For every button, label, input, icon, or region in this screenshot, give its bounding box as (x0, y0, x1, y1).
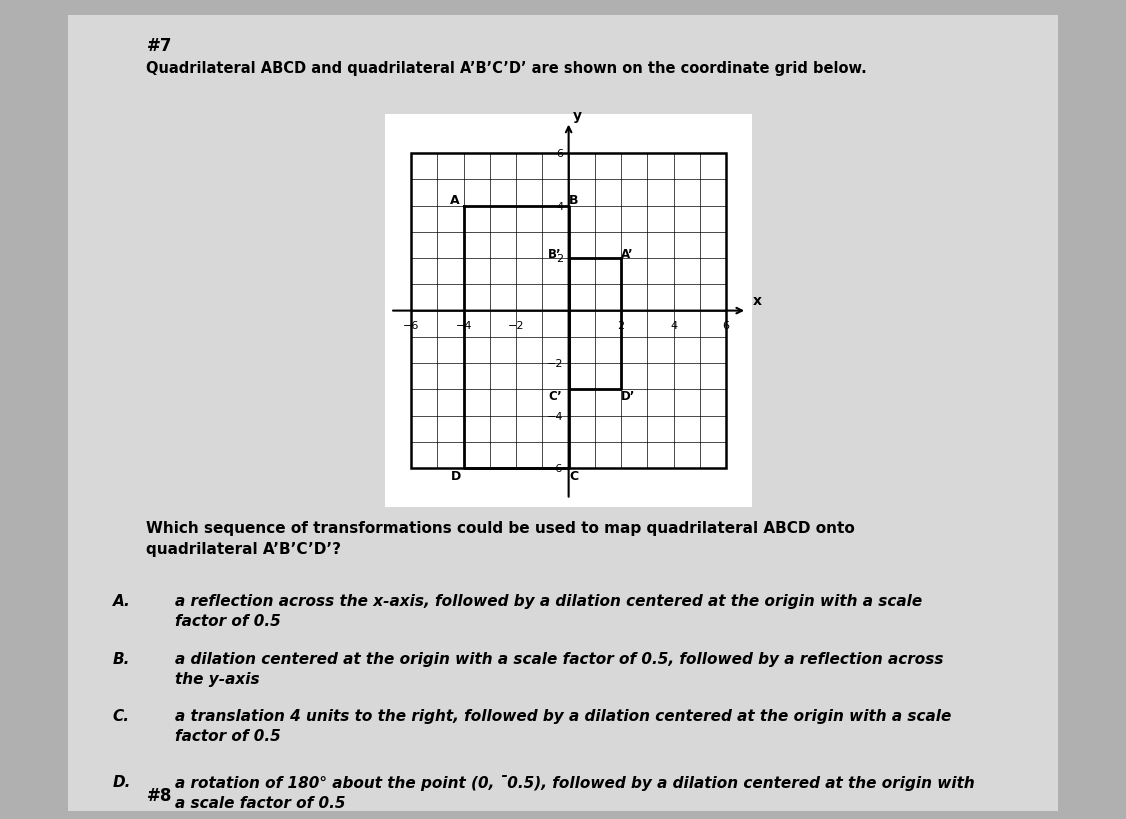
Text: −2: −2 (547, 359, 563, 369)
Text: C: C (570, 470, 579, 483)
Text: #8: #8 (146, 786, 172, 804)
Text: B: B (569, 193, 579, 206)
Text: A.: A. (113, 594, 131, 609)
Text: A: A (449, 193, 459, 206)
Bar (411, 154, 726, 468)
Text: D: D (450, 470, 461, 483)
Text: C’: C’ (548, 389, 562, 402)
Text: D’: D’ (620, 389, 635, 402)
Text: 2: 2 (617, 320, 625, 330)
Text: −4: −4 (547, 411, 563, 421)
Text: C.: C. (113, 708, 129, 723)
Text: 4: 4 (556, 201, 563, 211)
Text: a translation 4 units to the right, followed by a dilation centered at the origi: a translation 4 units to the right, foll… (175, 708, 950, 743)
Text: x: x (752, 293, 761, 307)
Text: 2: 2 (556, 254, 563, 264)
Text: B’: B’ (548, 247, 562, 260)
Text: A’: A’ (622, 247, 634, 260)
Text: 6: 6 (723, 320, 730, 330)
Text: −6: −6 (403, 320, 419, 330)
Text: #7: #7 (146, 37, 172, 55)
Text: a rotation of 180° about the point (0, ¯0.5), followed by a dilation centered at: a rotation of 180° about the point (0, ¯… (175, 774, 974, 810)
Text: a dilation centered at the origin with a scale factor of 0.5, followed by a refl: a dilation centered at the origin with a… (175, 651, 944, 686)
Text: a reflection across the x-axis, followed by a dilation centered at the origin wi: a reflection across the x-axis, followed… (175, 594, 922, 628)
Text: −2: −2 (508, 320, 525, 330)
Text: 4: 4 (670, 320, 677, 330)
Text: 6: 6 (556, 149, 563, 159)
Text: −6: −6 (547, 464, 563, 473)
Text: Quadrilateral ABCD and quadrilateral A’B’C’D’ are shown on the coordinate grid b: Quadrilateral ABCD and quadrilateral A’B… (146, 61, 867, 76)
Text: B.: B. (113, 651, 129, 666)
Text: y: y (572, 109, 581, 123)
Text: D.: D. (113, 774, 131, 789)
Text: −4: −4 (455, 320, 472, 330)
Text: Which sequence of transformations could be used to map quadrilateral ABCD onto
q: Which sequence of transformations could … (146, 520, 855, 556)
